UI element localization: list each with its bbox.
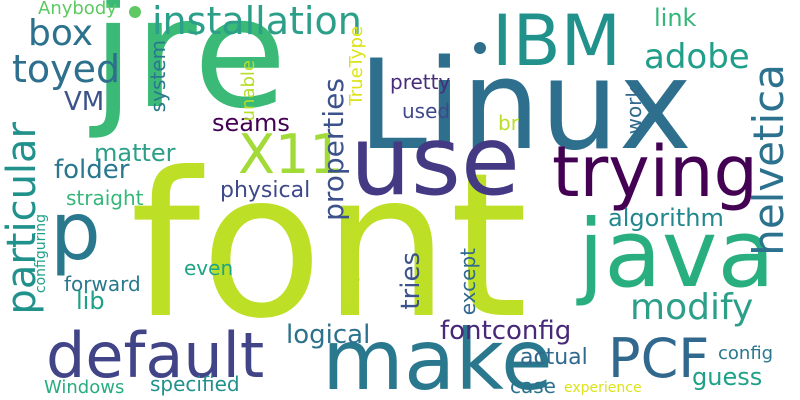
word-tries: tries <box>396 252 426 310</box>
word-properties: properties <box>317 78 350 221</box>
word-modify: modify <box>630 287 754 328</box>
word-font: font <box>130 130 528 363</box>
word-physical: physical <box>220 178 311 203</box>
word-configuring: configuring <box>33 214 49 294</box>
word-system: system <box>146 40 170 113</box>
word-matter: matter <box>94 139 176 167</box>
word-seams: seams <box>212 109 290 137</box>
word-unable: unable <box>238 60 259 122</box>
word-default: default <box>46 319 265 392</box>
word-guess: guess <box>692 363 763 391</box>
word-specified: specified <box>150 372 240 396</box>
word-actual: actual <box>520 345 588 370</box>
word-adobe: adobe <box>644 37 750 77</box>
word-anything: anything <box>340 225 361 305</box>
word-pcf: PCF <box>608 327 710 390</box>
word-windows: Windows <box>44 377 125 398</box>
word-except: except <box>456 248 480 316</box>
word-logical: logical <box>286 320 371 350</box>
word-straight: straight <box>66 186 144 210</box>
word-helvetica: helvetica <box>744 64 793 256</box>
word-ibm: IBM <box>492 0 622 82</box>
word-algorithm: algorithm <box>608 204 724 232</box>
word-pretty: pretty <box>390 70 451 94</box>
word-p: p <box>50 185 101 278</box>
word-make: make <box>322 311 553 400</box>
word-vm: VM <box>64 87 105 117</box>
word-experience: experience <box>564 380 642 396</box>
word-lib: lib <box>76 287 105 315</box>
dot-a <box>129 6 141 18</box>
word-anybody: Anybody <box>38 0 117 19</box>
word-config: config <box>718 343 774 364</box>
word-link: link <box>654 4 697 32</box>
word-case: case <box>510 374 556 398</box>
word-even: even <box>184 256 234 280</box>
word-x11: X11 <box>238 123 344 186</box>
word-trying: trying <box>552 131 758 213</box>
word-toyed: toyed <box>12 47 121 91</box>
word-jre: jre <box>92 0 287 142</box>
word-linux: Linux <box>358 34 693 178</box>
word-work: work <box>622 86 646 135</box>
word-fontconfig: fontconfig <box>440 316 572 346</box>
word-folder: folder <box>54 155 130 185</box>
word-used: used <box>402 99 451 123</box>
word-br: br <box>498 111 519 135</box>
word-use: use <box>350 105 520 217</box>
word-java: java <box>578 200 775 309</box>
word-box: box <box>28 13 94 54</box>
word-forward: forward <box>64 272 141 296</box>
word-installation: installation <box>152 0 362 43</box>
dot-b <box>474 42 486 54</box>
word-truetype: TrueType <box>346 26 367 106</box>
